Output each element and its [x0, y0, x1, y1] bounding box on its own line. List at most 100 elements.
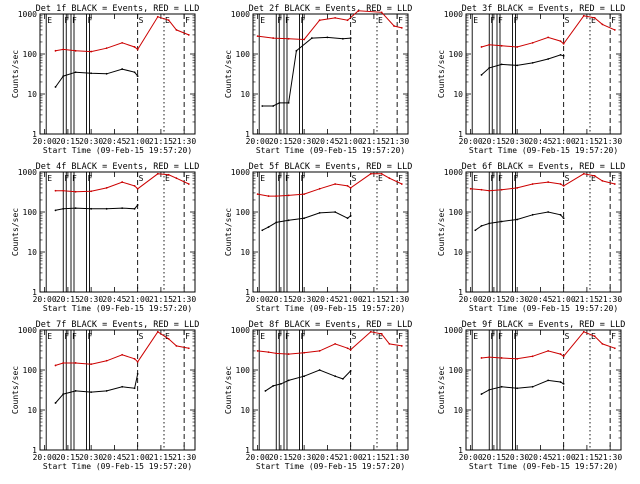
data-point-events — [261, 229, 264, 232]
y-tick-label: 1000 — [444, 10, 463, 19]
x-tick-label: 21:00 — [126, 295, 150, 304]
data-point-lld — [275, 195, 278, 197]
marker-label: F — [72, 332, 77, 341]
x-tick-label: 20:45 — [528, 295, 552, 304]
plot-frame — [252, 13, 409, 135]
data-point-events — [311, 37, 313, 39]
data-point-events — [303, 217, 306, 220]
marker-label: F — [72, 16, 77, 25]
data-point-lld — [187, 34, 190, 36]
data-point-lld — [393, 25, 395, 27]
y-tick-label: 1 — [458, 446, 463, 455]
x-tick-label: 20:15 — [482, 137, 506, 146]
x-tick-label: 21:30 — [598, 295, 622, 304]
x-tick-label: 20:45 — [315, 453, 339, 462]
chart-title: Det 7f BLACK = Events, RED = LLD — [36, 320, 200, 330]
plot-frame — [465, 13, 622, 135]
x-tick-label: 21:30 — [598, 453, 622, 462]
marker-label: E — [591, 174, 596, 183]
data-point-events — [136, 204, 139, 206]
marker-label: F — [301, 174, 306, 183]
data-point-events — [334, 211, 337, 213]
panel-3: Det 3f BLACK = Events, RED = LLD 1 10 100 10… — [437, 4, 625, 155]
data-point-lld — [488, 43, 491, 46]
data-point-lld — [547, 181, 550, 183]
marker-label: E — [378, 174, 383, 183]
y-tick-label: 1000 — [18, 10, 37, 19]
data-point-lld — [369, 330, 372, 333]
x-tick-label: 20:00 — [246, 453, 270, 462]
data-point-lld — [547, 350, 550, 352]
y-tick-label: 1 — [458, 288, 463, 297]
data-point-events — [531, 213, 534, 216]
data-point-events — [342, 37, 344, 40]
data-point-events — [121, 207, 124, 210]
data-point-lld — [380, 172, 383, 175]
marker-label: E — [260, 174, 265, 183]
data-point-events — [516, 387, 519, 390]
data-point-events — [74, 207, 77, 210]
data-point-lld — [582, 172, 585, 175]
y-tick-label: 100 — [449, 208, 464, 217]
data-point-events — [267, 226, 270, 228]
marker-label: F — [498, 332, 503, 341]
y-tick-label: 100 — [23, 366, 38, 375]
data-point-lld — [136, 48, 139, 51]
chart-title: Det 2f BLACK = Events, RED = LLD — [249, 4, 413, 14]
x-tick-label: 20:30 — [79, 453, 103, 462]
data-point-lld — [90, 190, 93, 193]
data-point-lld — [593, 16, 596, 19]
marker-label: E — [165, 16, 170, 25]
panel-1: Det 1f BLACK = Events, RED = LLD 1 10 100 10… — [11, 4, 199, 155]
data-point-lld — [500, 188, 503, 191]
data-point-lld — [531, 41, 534, 44]
series-line-lld — [55, 331, 189, 366]
x-axis-label: Start Time (09-Feb-15 19:57:20) — [43, 304, 192, 313]
marker-label: F — [285, 332, 290, 341]
x-tick-label: 21:00 — [552, 137, 576, 146]
data-point-lld — [531, 355, 534, 358]
data-point-events — [349, 214, 352, 217]
data-point-events — [62, 393, 65, 395]
x-axis-label: Start Time (09-Feb-15 19:57:20) — [256, 304, 405, 313]
marker-label: F — [514, 174, 519, 183]
series-line-events — [475, 211, 564, 231]
data-point-lld — [582, 14, 585, 17]
x-tick-label: 21:00 — [126, 137, 150, 146]
x-tick-label: 21:15 — [575, 137, 599, 146]
panel-9: Det 9f BLACK = Events, RED = LLD 1 10 100 10… — [437, 320, 625, 471]
data-point-lld — [121, 41, 124, 44]
marker-label: E — [378, 16, 383, 25]
data-point-lld — [369, 172, 372, 175]
data-point-lld — [601, 342, 604, 345]
x-tick-label: 20:30 — [292, 295, 316, 304]
data-point-events — [562, 382, 565, 385]
y-tick-label: 10 — [27, 90, 37, 99]
marker-label: S — [352, 332, 357, 341]
data-point-events — [133, 207, 136, 210]
x-tick-label: 21:15 — [362, 137, 386, 146]
data-point-lld — [400, 26, 403, 29]
data-point-lld — [488, 356, 491, 359]
marker-label: F — [88, 332, 93, 341]
y-tick-label: 100 — [236, 208, 251, 217]
marker-label: S — [565, 174, 570, 183]
x-tick-label: 21:00 — [339, 137, 363, 146]
marker-label: F — [398, 332, 403, 341]
data-point-lld — [287, 37, 290, 40]
chart-title: Det 4f BLACK = Events, RED = LLD — [36, 162, 200, 172]
marker-label: F — [398, 16, 403, 25]
x-axis-label: Start Time (09-Feb-15 19:57:20) — [469, 304, 618, 313]
marker-label: E — [165, 174, 170, 183]
marker-label: E — [47, 174, 52, 183]
data-point-lld — [62, 48, 65, 51]
series-line-events — [55, 68, 139, 88]
data-point-events — [480, 74, 483, 76]
marker-label: E — [473, 174, 478, 183]
data-point-lld — [469, 187, 472, 190]
x-tick-label: 20:00 — [459, 295, 483, 304]
data-point-events — [136, 372, 139, 375]
data-point-lld — [275, 352, 278, 355]
data-point-lld — [559, 183, 562, 185]
data-point-events — [280, 382, 282, 385]
